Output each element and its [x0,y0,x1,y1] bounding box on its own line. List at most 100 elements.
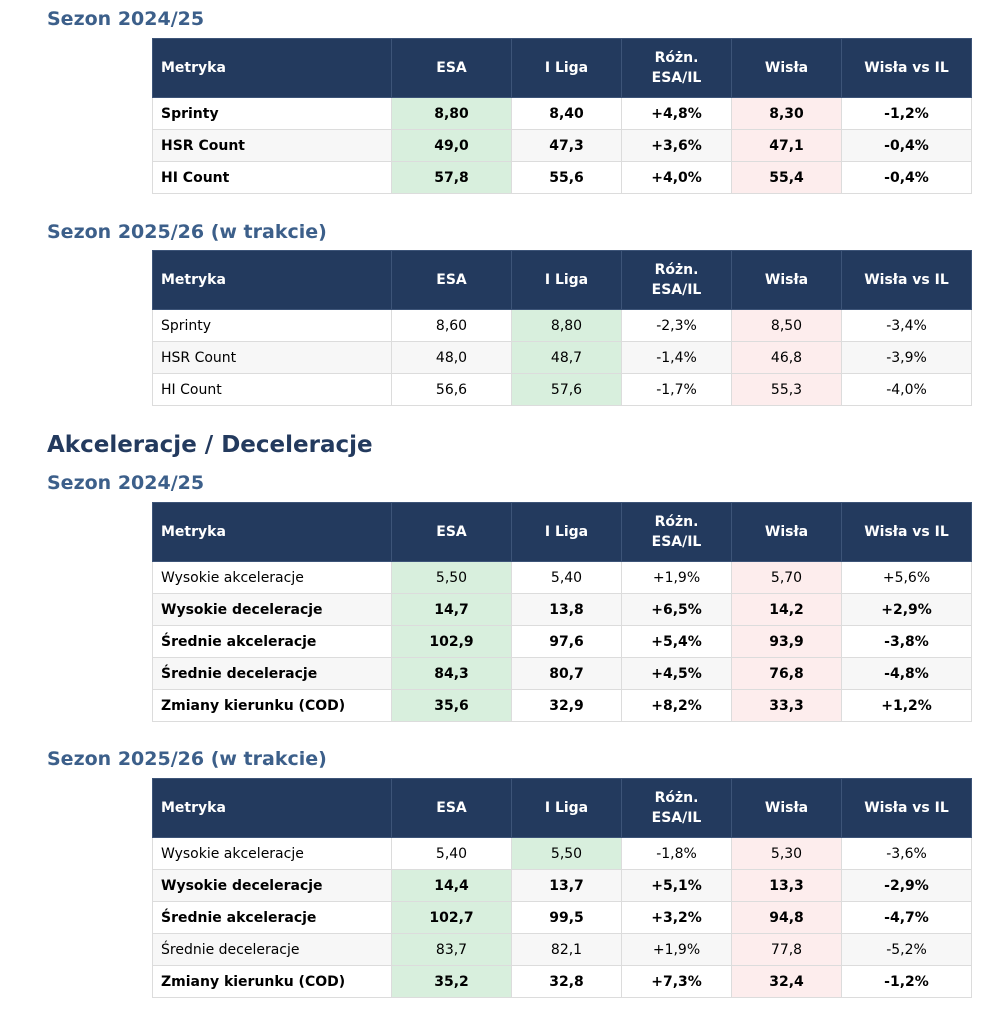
header-wisla: Wisła [731,778,842,838]
header-esa: ESA [391,502,512,562]
cell-wisla: 94,8 [731,901,842,934]
cell-diff-esa-il: -1,4% [621,341,732,374]
cell-diff-esa-il: +3,2% [621,901,732,934]
season-heading-accel-2024-25: Sezon 2024/25 [47,472,205,494]
cell-esa: 56,6 [391,373,512,406]
cell-diff-esa-il: -1,7% [621,373,732,406]
cell-esa: 8,60 [391,309,512,342]
cell-diff-esa-il: +6,5% [621,593,732,626]
cell-wisla-vs-il: -1,2% [841,97,972,130]
cell-wisla: 33,3 [731,689,842,722]
table-row: Wysokie deceleracje 14,7 13,8 +6,5% 14,2 +2,9… [152,593,972,626]
cell-diff-esa-il: +5,1% [621,869,732,902]
header-metric: Metryka [152,38,392,98]
cell-wisla-vs-il: -2,9% [841,869,972,902]
cell-i-liga: 55,6 [511,161,622,194]
cell-esa: 5,50 [391,561,512,594]
cell-i-liga: 99,5 [511,901,622,934]
cell-diff-esa-il: +5,4% [621,625,732,658]
cell-esa: 14,7 [391,593,512,626]
table-row: Wysokie akceleracje 5,40 5,50 -1,8% 5,30 -3,6… [152,837,972,870]
cell-esa: 83,7 [391,933,512,966]
table-row: HSR Count 48,0 48,7 -1,4% 46,8 -3,9% [152,341,972,374]
cell-esa: 48,0 [391,341,512,374]
cell-wisla-vs-il: -0,4% [841,129,972,162]
table-header-row: Metryka ESA I Liga Różn. ESA/IL Wisła Wisła vs… [152,38,972,98]
season-heading-accel-2025-26: Sezon 2025/26 (w trakcie) [47,748,327,770]
cell-wisla-vs-il: -3,6% [841,837,972,870]
cell-wisla: 76,8 [731,657,842,690]
cell-metric: HI Count [152,161,392,194]
header-diff-esa-il: Różn. ESA/IL [621,38,732,98]
header-wisla: Wisła [731,250,842,310]
cell-wisla-vs-il: -3,4% [841,309,972,342]
cell-metric: HSR Count [152,129,392,162]
cell-wisla: 55,4 [731,161,842,194]
header-wisla-vs-il: Wisła vs IL [841,250,972,310]
cell-i-liga: 48,7 [511,341,622,374]
cell-wisla: 55,3 [731,373,842,406]
cell-wisla-vs-il: -4,0% [841,373,972,406]
cell-diff-esa-il: +4,5% [621,657,732,690]
header-wisla: Wisła [731,38,842,98]
cell-i-liga: 47,3 [511,129,622,162]
cell-metric: Wysokie akceleracje [152,561,392,594]
table-row: HSR Count 49,0 47,3 +3,6% 47,1 -0,4% [152,129,972,162]
cell-esa: 8,80 [391,97,512,130]
cell-metric: Wysokie akceleracje [152,837,392,870]
cell-diff-esa-il: +7,3% [621,965,732,998]
cell-diff-esa-il: +4,8% [621,97,732,130]
sprint-table-2024-25: Metryka ESA I Liga Różn. ESA/IL Wisła Wisła vs… [152,38,972,194]
table-row: Sprinty 8,80 8,40 +4,8% 8,30 -1,2% [152,97,972,130]
cell-metric: HSR Count [152,341,392,374]
header-diff-esa-il: Różn. ESA/IL [621,502,732,562]
cell-diff-esa-il: -1,8% [621,837,732,870]
season-heading-2025-26: Sezon 2025/26 (w trakcie) [47,221,327,243]
cell-i-liga: 5,40 [511,561,622,594]
cell-metric: Sprinty [152,97,392,130]
cell-esa: 14,4 [391,869,512,902]
cell-wisla-vs-il: +1,2% [841,689,972,722]
cell-wisla-vs-il: +5,6% [841,561,972,594]
cell-wisla: 13,3 [731,869,842,902]
cell-wisla-vs-il: -3,9% [841,341,972,374]
cell-diff-esa-il: +4,0% [621,161,732,194]
header-metric: Metryka [152,502,392,562]
table-row: Sprinty 8,60 8,80 -2,3% 8,50 -3,4% [152,309,972,342]
season-heading-2024-25: Sezon 2024/25 [47,8,205,30]
cell-wisla: 32,4 [731,965,842,998]
header-i-liga: I Liga [511,38,622,98]
table-row: Wysokie deceleracje 14,4 13,7 +5,1% 13,3 -2,9… [152,869,972,902]
cell-wisla-vs-il: -5,2% [841,933,972,966]
cell-esa: 102,9 [391,625,512,658]
table-row: HI Count 56,6 57,6 -1,7% 55,3 -4,0% [152,373,972,406]
cell-wisla: 47,1 [731,129,842,162]
cell-i-liga: 8,80 [511,309,622,342]
cell-wisla: 5,30 [731,837,842,870]
table-header-row: Metryka ESA I Liga Różn. ESA/IL Wisła Wisła vs… [152,502,972,562]
cell-esa: 49,0 [391,129,512,162]
cell-wisla-vs-il: -1,2% [841,965,972,998]
header-wisla-vs-il: Wisła vs IL [841,502,972,562]
cell-diff-esa-il: +3,6% [621,129,732,162]
cell-diff-esa-il: +1,9% [621,933,732,966]
table-row: Średnie akceleracje 102,9 97,6 +5,4% 93,9 -3,… [152,625,972,658]
header-wisla-vs-il: Wisła vs IL [841,38,972,98]
cell-esa: 35,2 [391,965,512,998]
cell-metric: Średnie akceleracje [152,901,392,934]
cell-wisla-vs-il: -3,8% [841,625,972,658]
cell-wisla: 14,2 [731,593,842,626]
cell-esa: 84,3 [391,657,512,690]
accel-table-2024-25: Metryka ESA I Liga Różn. ESA/IL Wisła Wisła vs… [152,502,972,722]
cell-wisla: 46,8 [731,341,842,374]
header-i-liga: I Liga [511,502,622,562]
cell-metric: HI Count [152,373,392,406]
table-row: Zmiany kierunku (COD) 35,6 32,9 +8,2% 33,3 +1… [152,689,972,722]
accel-table-2025-26: Metryka ESA I Liga Różn. ESA/IL Wisła Wisła vs… [152,778,972,998]
cell-diff-esa-il: -2,3% [621,309,732,342]
cell-metric: Średnie deceleracje [152,933,392,966]
cell-wisla: 77,8 [731,933,842,966]
header-wisla: Wisła [731,502,842,562]
cell-i-liga: 13,8 [511,593,622,626]
table-row: Średnie akceleracje 102,7 99,5 +3,2% 94,8 -4,… [152,901,972,934]
